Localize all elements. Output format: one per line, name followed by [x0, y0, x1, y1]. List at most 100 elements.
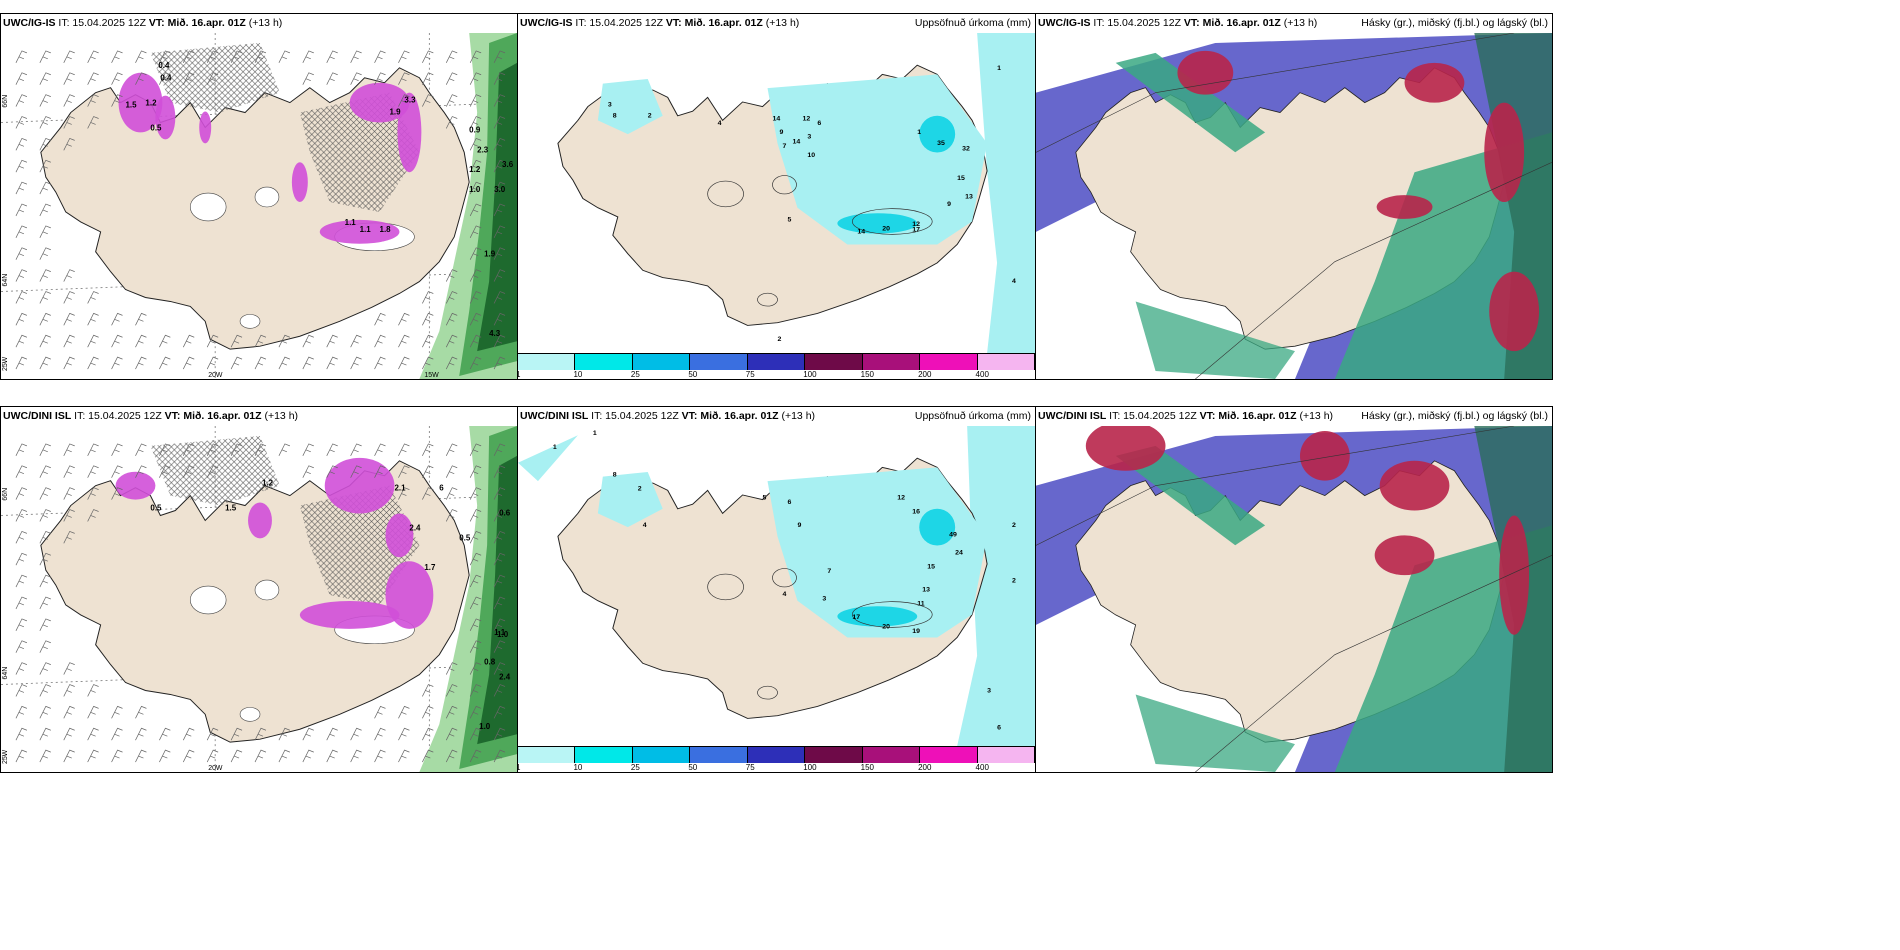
precip-amount-label: 20	[882, 624, 890, 631]
precip-amount-label: 2	[638, 486, 642, 493]
forecast-step: (+13 h)	[781, 410, 816, 422]
precip-map[interactable]: 1 1 8 2 4 5 6 9 12 16 49 24 15 13 11 17 20 19 3 2 2 3 6 4 7	[518, 426, 1035, 746]
cloud-map[interactable]	[1036, 426, 1552, 772]
model-name: UWC/DINI ISL	[3, 410, 72, 422]
snow-amount-label: 3.3	[404, 96, 416, 105]
snow-amount-label: 1.0	[497, 630, 509, 639]
axis-label-lat_b: 25W	[2, 749, 9, 764]
precip-amount-label: 3	[608, 102, 612, 109]
colorbar-tick: 1	[518, 763, 520, 772]
colorbar-tick: 10	[573, 763, 583, 772]
snow-amount-label: 0.5	[150, 504, 162, 513]
snow-amount-label: 0.6	[499, 508, 511, 517]
precip-amount-label: 4	[782, 591, 786, 598]
precip-amount-label: 4	[1012, 278, 1016, 285]
wind-map-panel-igis: UWC/IG-IS IT: 15.04.2025 12Z VT: Mið. 16…	[0, 13, 518, 380]
precip-amount-label: 5	[787, 217, 791, 224]
precip-amount-label: 13	[965, 194, 973, 201]
colorbar-swatch	[805, 747, 863, 763]
precip-amount-label: 8	[613, 113, 617, 120]
colorbar-tick: 25	[630, 763, 640, 772]
precip-amount-label: 24	[955, 550, 963, 557]
valid-time: VT: Mið. 16.apr. 01Z	[681, 410, 779, 422]
cloud-map[interactable]	[1036, 33, 1552, 379]
snow-amount-label: 1.9	[484, 250, 496, 259]
precip-amount-label: 6	[787, 499, 791, 506]
wind-snow-map[interactable]: 66N 64N 25W 20W 15W 0.4 0.4 1.5 1.2 0.5 3.3 1.9 0.9 2…	[1, 33, 517, 379]
forecast-step: (+13 h)	[765, 17, 800, 29]
init-time: IT: 15.04.2025 12Z	[575, 17, 663, 29]
precip-amount-label: 4	[643, 522, 647, 529]
precip-amount-label: 2	[648, 113, 652, 120]
model-name: UWC/IG-IS	[3, 17, 56, 29]
snow-amount-label: 1.2	[145, 99, 157, 108]
colorbar-swatch	[920, 354, 978, 370]
precip-amount-label: 9	[797, 522, 801, 529]
panel-header: UWC/DINI ISL IT: 15.04.2025 12Z VT: Mið.…	[518, 407, 1035, 426]
snow-amount-label: 1.7	[424, 563, 436, 572]
panel-header: UWC/IG-IS IT: 15.04.2025 12Z VT: Mið. 16…	[1, 14, 517, 33]
colorbar-swatch	[862, 354, 921, 370]
valid-time: VT: Mið. 16.apr. 01Z	[148, 17, 246, 29]
cloud-map-panel-dini: UWC/DINI ISL IT: 15.04.2025 12Z VT: Mið.…	[1035, 406, 1553, 773]
colorbar-swatch	[805, 354, 863, 370]
init-time: IT: 15.04.2025 12Z	[74, 410, 162, 422]
init-time: IT: 15.04.2025 12Z	[1093, 17, 1181, 29]
colorbar-tick: 100	[803, 763, 817, 772]
axis-label-lon20: 20W	[208, 372, 223, 379]
init-time: IT: 15.04.2025 12Z	[1109, 410, 1197, 422]
axis-label-lat64: 64N	[2, 274, 9, 287]
precip-amount-label: 4	[718, 120, 722, 127]
forecast-step: (+13 h)	[1299, 410, 1334, 422]
colorbar-swatch	[690, 354, 748, 370]
colorbar-swatch	[632, 747, 691, 763]
precip-amount-label: 11	[917, 601, 925, 608]
init-time: IT: 15.04.2025 12Z	[58, 17, 146, 29]
colorbar-swatch	[575, 354, 633, 370]
colorbar-tick: 400	[975, 763, 989, 772]
precip-amount-label: 14	[792, 139, 800, 146]
precip-amount-label: 15	[927, 564, 935, 571]
precip-amount-label: 5	[763, 495, 767, 502]
panel-header: UWC/IG-IS IT: 15.04.2025 12Z VT: Mið. 16…	[1036, 14, 1552, 33]
snow-amount-label: 1.2	[262, 479, 274, 488]
precip-amount-label: 1	[997, 65, 1001, 72]
precip-amount-label: 12	[802, 116, 810, 123]
snow-amount-label: 0.4	[160, 74, 172, 83]
snow-amount-label: 1.0	[479, 722, 491, 731]
colorbar-tick: 25	[630, 370, 640, 379]
precip-amount-label: 1	[593, 430, 597, 437]
snow-amount-label: 2.4	[409, 523, 421, 532]
precip-amount-label: 7	[827, 568, 831, 575]
colorbar-swatch	[977, 354, 1035, 370]
precip-amount-label: 3	[807, 134, 811, 141]
axis-label-lon15: 15W	[424, 372, 439, 379]
precip-map-panel-igis: UWC/IG-IS IT: 15.04.2025 12Z VT: Mið. 16…	[517, 13, 1036, 380]
valid-time: VT: Mið. 16.apr. 01Z	[665, 17, 763, 29]
snow-amount-label: 1.8	[380, 225, 392, 234]
colorbar-tick: 50	[688, 763, 698, 772]
forecast-step: (+13 h)	[248, 17, 283, 29]
colorbar-tick: 1	[518, 370, 520, 379]
precip-amount-label: 12	[912, 221, 920, 228]
precip-colorbar: 1 10 25 50 75 100 150 200 400	[518, 746, 1035, 772]
colorbar-tick: 100	[803, 370, 817, 379]
precip-amount-label: 7	[782, 143, 786, 150]
precip-amount-label: 15	[957, 175, 965, 182]
valid-time: VT: Mið. 16.apr. 01Z	[1199, 410, 1297, 422]
snow-amount-label: 2.3	[477, 145, 489, 154]
precip-amount-label: 14	[773, 116, 781, 123]
precip-amount-label: 16	[912, 509, 920, 516]
colorbar-swatch	[977, 747, 1035, 763]
panel-title: Hásky (gr.), miðský (fj.bl.) og lágský (…	[1361, 17, 1548, 29]
precip-map[interactable]: 1 3 8 2 4 14 9 12 6 3 14 7 10 35 32 15 13 9 14 20 17 5 12 4 2 1	[518, 33, 1035, 353]
wind-snow-map[interactable]: 66N 64N 25W 20W 1.5 1.2 0.5 2.1 2.4 0.6 1.1 1.0 2.4 0…	[1, 426, 517, 772]
model-name: UWC/DINI ISL	[520, 410, 589, 422]
colorbar-tick: 75	[745, 370, 755, 379]
forecast-step: (+13 h)	[1283, 17, 1318, 29]
precip-amount-label: 10	[807, 152, 815, 159]
precip-amount-label: 13	[922, 587, 930, 594]
precip-amount-label: 2	[1012, 578, 1016, 585]
valid-time: VT: Mið. 16.apr. 01Z	[1183, 17, 1281, 29]
colorbar-tick: 200	[918, 763, 932, 772]
